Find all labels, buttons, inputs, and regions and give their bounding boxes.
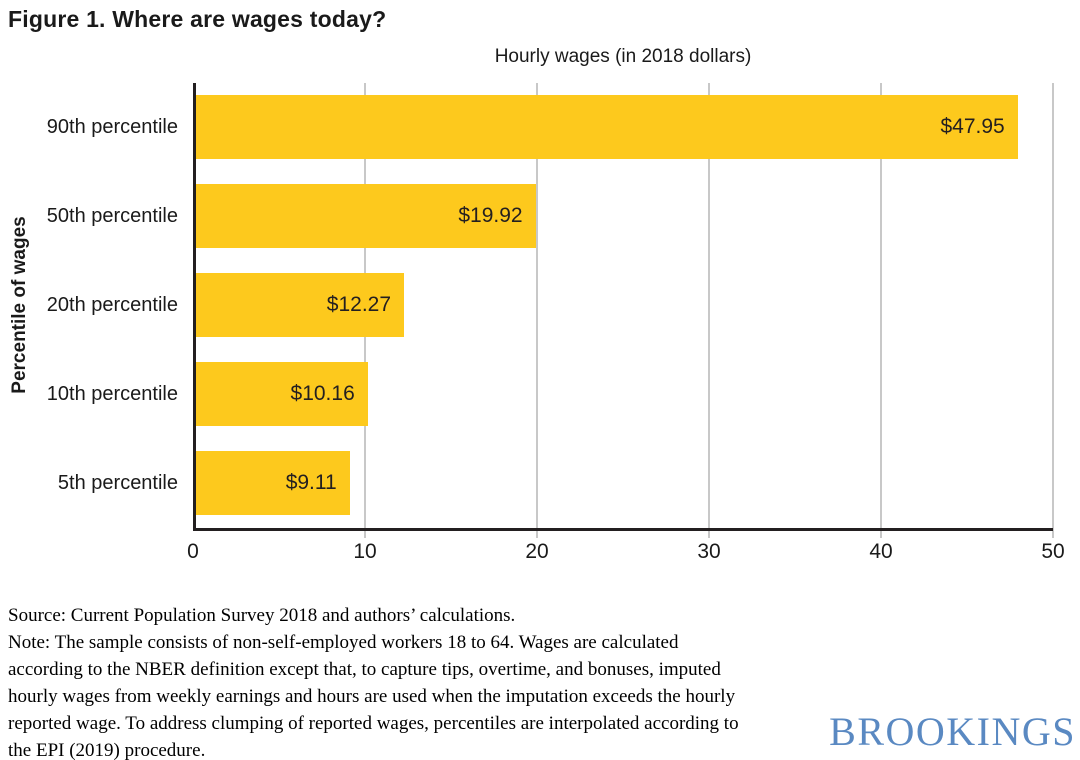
category-label-50th-percentile: 50th percentile: [46, 205, 178, 227]
bar-value-label: $12.27: [326, 293, 392, 316]
methodology-note: Note: The sample consists of non-self-em…: [8, 632, 739, 760]
y-category-labels: 90th percentile 50th percentile 20th perce…: [0, 83, 178, 528]
bar-row: $47.95: [193, 83, 1053, 172]
bar-value-label: $10.16: [290, 382, 355, 405]
bar-90th-percentile: $47.95: [193, 95, 1018, 159]
bar-value-label: $19.92: [458, 204, 523, 227]
figure-title: Figure 1. Where are wages today?: [8, 6, 387, 32]
category-label-10th-percentile: 10th percentile: [46, 383, 178, 405]
gridline-20: [536, 83, 538, 538]
bar-row: $10.16: [193, 350, 1053, 439]
x-tick-label-20: 20: [525, 540, 549, 563]
bar-value-label: $9.11: [285, 471, 337, 494]
brookings-logo: BROOKINGS: [829, 709, 1076, 754]
category-label-90th-percentile: 90th percentile: [46, 116, 178, 138]
x-tick-label-40: 40: [869, 540, 893, 563]
bar-50th-percentile: $19.92: [193, 184, 536, 248]
x-tick-label-30: 30: [697, 540, 721, 563]
category-label-20th-percentile: 20th percentile: [46, 294, 178, 316]
bar-row: $9.11: [193, 439, 1053, 528]
x-axis-line: [193, 528, 1053, 531]
bar-5th-percentile: $9.11: [193, 451, 350, 515]
bar-20th-percentile: $12.27: [193, 273, 405, 337]
source-note: Source: Current Population Survey 2018 a…: [8, 605, 516, 626]
bar-10th-percentile: $10.16: [193, 362, 368, 426]
footer-notes: Source: Current Population Survey 2018 a…: [8, 602, 748, 760]
y-axis-line: [193, 83, 196, 531]
x-axis-tick-labels: 0 10 20 30 40 50: [187, 540, 1065, 566]
x-tick-label-50: 50: [1041, 540, 1065, 563]
category-label-5th-percentile: 5th percentile: [57, 472, 178, 494]
gridline-30: [708, 83, 710, 538]
plot-area: $47.95 $19.92 $12.27 $10.16 $9.11: [193, 83, 1054, 538]
gridline-40: [880, 83, 882, 538]
x-tick-label-10: 10: [353, 540, 377, 563]
bar-row: $12.27: [193, 261, 1053, 350]
chart-subtitle: Hourly wages (in 2018 dollars): [494, 46, 752, 67]
bar-row: $19.92: [193, 172, 1053, 261]
bar-value-label: $47.95: [940, 115, 1005, 138]
x-tick-label-0: 0: [187, 540, 199, 563]
gridline-50: [1052, 83, 1054, 538]
